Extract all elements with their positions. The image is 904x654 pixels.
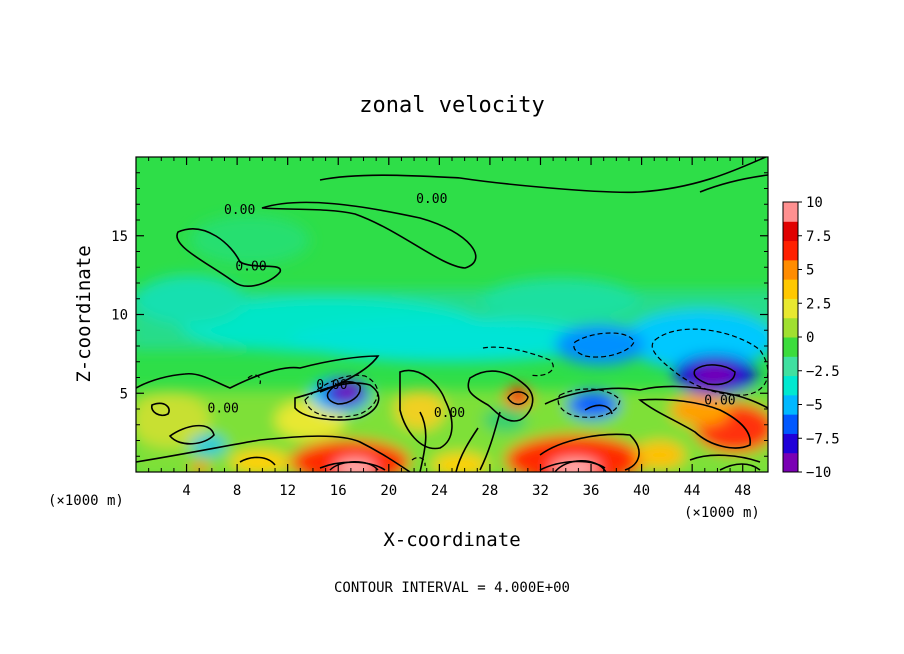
contour-label: 0.00 [434, 406, 465, 421]
colorbar-swatch [783, 279, 798, 299]
plot-area: 0.00 0.00 0.00 0.00 0.00 0.00 0.00 [136, 157, 768, 472]
colorbar-tick-label: 10 [806, 195, 823, 211]
colorbar-tick-label: 5 [806, 263, 814, 279]
contour-label: 0.00 [208, 401, 239, 416]
colorbar-swatch [783, 221, 798, 242]
colorbar-tick-label: 2.5 [806, 296, 831, 312]
x-tick-label: 12 [279, 483, 296, 499]
colorbar-swatch [783, 259, 798, 280]
colorbar-tick-label: −5 [806, 398, 823, 414]
colorbar-swatch [783, 414, 798, 434]
colorbar-tick-label: −2.5 [806, 364, 840, 380]
colorbar-swatch [783, 317, 798, 338]
x-tick-label: 28 [481, 483, 498, 499]
chart-title: zonal velocity [359, 93, 544, 118]
x-tick-label: 20 [380, 483, 397, 499]
x-tick-label: 44 [684, 483, 701, 499]
color-field [136, 215, 768, 472]
contour-lines [136, 157, 768, 472]
contour-labels: 0.00 0.00 0.00 0.00 0.00 0.00 0.00 [208, 192, 736, 421]
extreme-contours [326, 364, 736, 472]
x-unit-left: (×1000 m) [48, 493, 124, 509]
colorbar-swatch [783, 452, 798, 473]
colorbar-swatch [783, 356, 798, 377]
colorbar-tick-label: 7.5 [806, 229, 831, 245]
colorbar-swatch [783, 202, 798, 222]
contour-label: 0.00 [224, 203, 255, 218]
x-tick-label: 16 [330, 483, 347, 499]
colorbar-tick-label: 0 [806, 330, 814, 346]
x-tick-label: 8 [233, 483, 241, 499]
y-tick-label: 10 [111, 308, 128, 324]
x-tick-label: 40 [633, 483, 650, 499]
contour-label: 0.00 [316, 378, 347, 393]
colorbar: 10 7.5 5 2.5 0 −2.5 −5 −7.5 −10 [782, 195, 840, 481]
contour-label: 0.00 [235, 260, 266, 275]
x-axis: 4 8 12 16 20 24 28 32 36 40 44 48 [148, 157, 756, 499]
contour-interval-footer: CONTOUR INTERVAL = 4.000E+00 [334, 580, 570, 596]
colorbar-swatch [783, 337, 798, 357]
x-axis-label: X-coordinate [383, 529, 520, 551]
colorbar-swatch [783, 240, 798, 261]
colorbar-swatch [783, 375, 798, 396]
y-axis: 5 10 15 [111, 172, 768, 457]
contour-label: 0.00 [416, 192, 447, 207]
x-tick-label: 36 [583, 483, 600, 499]
negative-contours [247, 328, 768, 467]
colorbar-swatch [783, 298, 798, 319]
x-unit-right: (×1000 m) [684, 505, 760, 521]
y-tick-label: 15 [111, 229, 128, 245]
x-tick-label: 32 [532, 483, 549, 499]
contour-label: 0.00 [704, 394, 735, 409]
y-tick-label: 5 [120, 386, 128, 402]
colorbar-swatch [783, 433, 798, 454]
colorbar-tick-label: −7.5 [806, 431, 840, 447]
colorbar-swatch [783, 394, 798, 415]
colorbar-tick-label: −10 [806, 465, 831, 481]
x-tick-label: 4 [182, 483, 190, 499]
x-tick-label: 48 [734, 483, 751, 499]
y-axis-label: Z-coordinate [73, 245, 95, 382]
x-tick-label: 24 [431, 483, 448, 499]
